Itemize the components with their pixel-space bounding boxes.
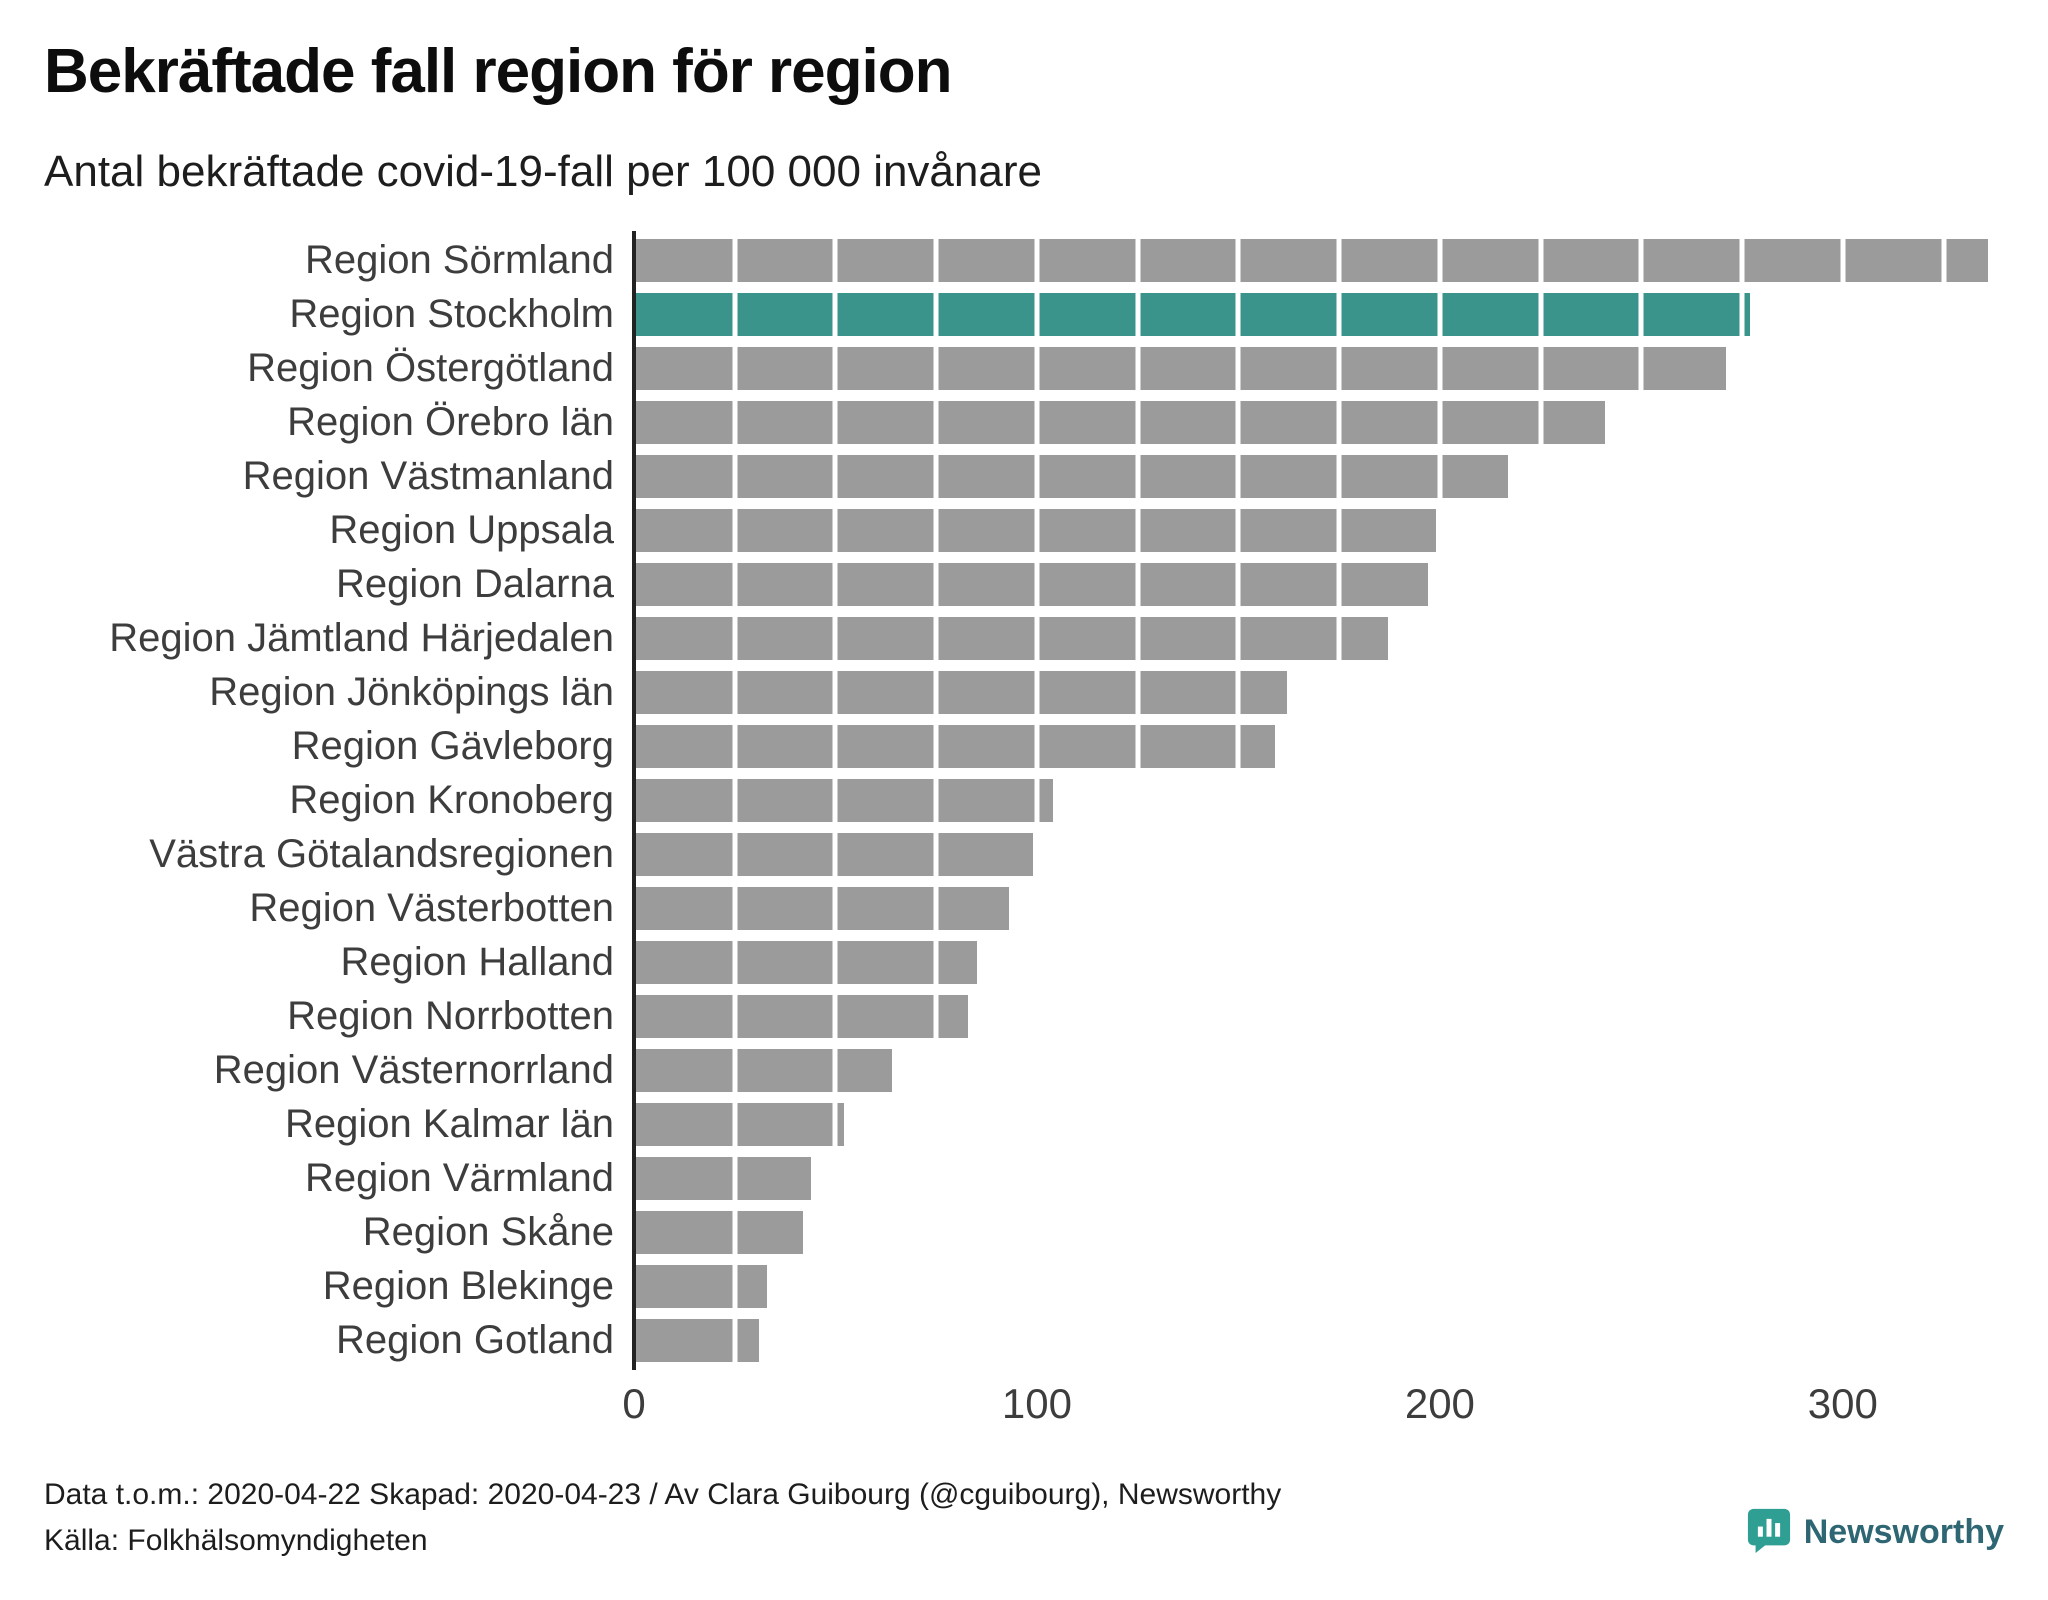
footer: Data t.o.m.: 2020-04-22 Skapad: 2020-04-… — [44, 1478, 2004, 1558]
category-label: Region Norrbotten — [287, 993, 614, 1038]
gridline — [1638, 238, 1644, 1362]
category-label: Region Jönköpings län — [209, 669, 614, 714]
bar — [634, 616, 1388, 660]
bar — [634, 778, 1054, 822]
bar — [634, 400, 1606, 444]
gridline — [1034, 238, 1040, 1362]
category-label: Region Stockholm — [289, 291, 614, 336]
x-axis-ticks: 0 100 200 300 — [622, 1379, 2004, 1444]
gridline — [832, 238, 838, 1362]
plot-wrap — [632, 230, 2004, 1370]
footer-byline: Data t.o.m.: 2020-04-22 Skapad: 2020-04-… — [44, 1477, 1282, 1511]
newsworthy-brand: Newsworthy — [1746, 1507, 2004, 1558]
bar — [634, 994, 969, 1038]
y-axis-line — [632, 230, 636, 1370]
plot-area — [632, 230, 2004, 1370]
bar-highlighted — [634, 292, 1751, 336]
bar — [634, 1102, 844, 1146]
category-label: Region Värmland — [304, 1155, 614, 1200]
category-label: Region Örebro län — [287, 399, 614, 444]
bar — [634, 670, 1287, 714]
gridline — [1840, 238, 1846, 1362]
category-label: Region Dalarna — [336, 561, 614, 606]
footer-lines: Data t.o.m.: 2020-04-22 Skapad: 2020-04-… — [44, 1478, 1281, 1558]
gridline — [1135, 238, 1141, 1362]
category-label: Västra Götalandsregionen — [149, 831, 614, 876]
bar — [634, 724, 1275, 768]
category-label: Region Halland — [340, 939, 614, 984]
category-label: Region Västmanland — [242, 453, 614, 498]
bar — [634, 1210, 804, 1254]
newsworthy-wordmark: Newsworthy — [1803, 1512, 2004, 1551]
labels-column: Region Sörmland Region Stockholm Region Ös… — [44, 237, 634, 1362]
bar — [634, 1048, 892, 1092]
category-label: Region Västernorrland — [213, 1047, 614, 1092]
gridline — [1437, 238, 1443, 1362]
gridline — [1538, 238, 1544, 1362]
gridline — [1941, 238, 1947, 1362]
bar — [634, 1318, 759, 1362]
bar-chart: Region Sörmland Region Stockholm Region Ös… — [44, 230, 2004, 1370]
x-tick-label: 0 — [622, 1379, 646, 1427]
x-tick-label: 200 — [1404, 1379, 1475, 1427]
category-label: Region Jämtland Härjedalen — [109, 615, 614, 660]
category-label: Region Kronoberg — [289, 777, 614, 822]
gridline — [1739, 238, 1745, 1362]
footer-source: Källa: Folkhälsomyndigheten — [44, 1523, 428, 1557]
bar — [634, 238, 1988, 282]
bar — [634, 346, 1726, 390]
category-label: Region Sörmland — [304, 237, 614, 282]
category-label: Region Västerbotten — [249, 885, 614, 930]
gridline — [933, 238, 939, 1362]
gridline — [1235, 238, 1241, 1362]
bar — [634, 940, 977, 984]
gridline — [732, 238, 738, 1362]
bar — [634, 1264, 767, 1308]
bar — [634, 454, 1509, 498]
newsworthy-logo-icon — [1746, 1507, 1792, 1558]
category-label: Region Östergötland — [247, 345, 614, 390]
bar — [634, 562, 1428, 606]
x-tick-label: 100 — [1001, 1379, 1072, 1427]
bar — [634, 886, 1009, 930]
bar — [634, 1156, 812, 1200]
category-label: Region Skåne — [362, 1209, 614, 1254]
category-label: Region Uppsala — [329, 507, 614, 552]
chart-subtitle: Antal bekräftade covid-19-fall per 100 0… — [44, 147, 1042, 197]
chart-title: Bekräftade fall region för region — [44, 37, 953, 106]
x-tick-label: 300 — [1807, 1379, 1878, 1427]
gridline — [1336, 238, 1342, 1362]
category-label: Region Blekinge — [322, 1263, 614, 1308]
category-label: Region Gävleborg — [291, 723, 614, 768]
category-label: Region Kalmar län — [284, 1101, 614, 1146]
category-label: Region Gotland — [336, 1317, 614, 1362]
